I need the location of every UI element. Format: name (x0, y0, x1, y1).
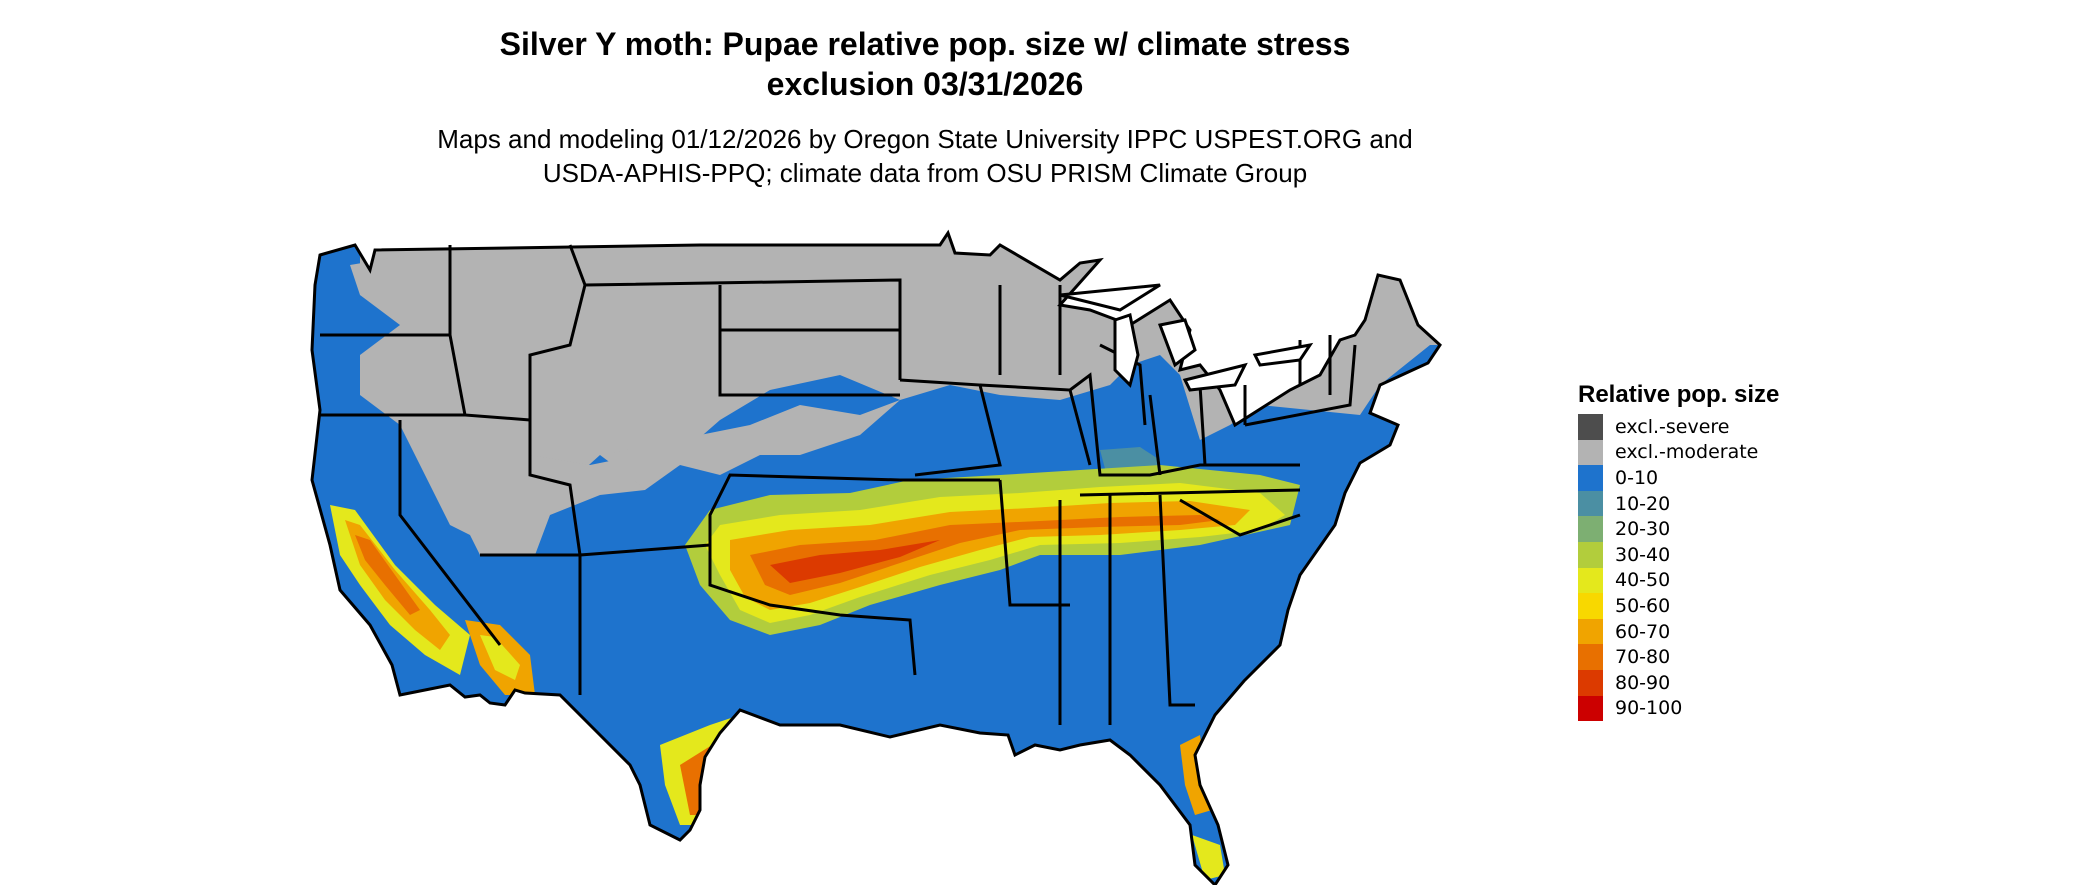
legend-item: 30-40 (1578, 541, 1779, 568)
legend-item: excl.-severe (1578, 414, 1779, 440)
map-title: Silver Y moth: Pupae relative pop. size … (0, 24, 1850, 104)
legend-swatch (1578, 567, 1603, 594)
legend-label: 20-30 (1615, 518, 1671, 541)
region-80-90 (770, 540, 940, 583)
legend-swatch (1578, 439, 1603, 466)
legend-title: Relative pop. size (1578, 381, 1780, 408)
legend-item: 70-80 (1578, 644, 1779, 670)
boundary-tn (1079, 488, 1301, 497)
legend-swatch (1578, 414, 1603, 440)
boundary-ut-co (528, 420, 901, 557)
legend-item: 10-20 (1578, 490, 1779, 517)
legend-label: 50-60 (1615, 594, 1671, 617)
map-subtitle: Maps and modeling 01/12/2026 by Oregon S… (0, 122, 1850, 190)
boundary-carolinas (1179, 498, 1301, 537)
legend-swatch (1578, 516, 1603, 542)
boundary-il-ky (1069, 372, 1300, 477)
region-excl-moderate-west (435, 345, 680, 555)
legend-label: 70-80 (1615, 646, 1671, 669)
great-lakes (1059, 283, 1314, 392)
region-arizona-edge (480, 635, 520, 680)
boundary-nv (398, 420, 502, 646)
legend-swatch (1578, 490, 1603, 517)
boundary-mn-wi-mi (998, 285, 1147, 426)
legend-item: 50-60 (1578, 593, 1779, 619)
legend-items: excl.-severe excl.-moderate 0-10 10-20 20-30… (1578, 414, 1779, 722)
legend-swatch (1578, 644, 1603, 670)
legend-item: 60-70 (1578, 618, 1779, 645)
legend: Relative pop. size excl.-severe excl.-mod… (1578, 380, 1780, 722)
lake-superior (1059, 283, 1161, 312)
region-60-70 (730, 501, 1250, 610)
boundary-ms-al-ga (1058, 494, 1195, 725)
legend-swatch (1578, 669, 1603, 696)
boundary-id-mt (448, 244, 587, 422)
legend-label: 0-10 (1615, 466, 1659, 489)
lake-ontario (1252, 342, 1314, 367)
legend-item: 20-30 (1578, 516, 1779, 542)
us-map (310, 231, 1442, 885)
subtitle-line-2: USDA-APHIS-PPQ; climate data from OSU PR… (542, 158, 1308, 188)
legend-label: 90-100 (1615, 697, 1683, 720)
region-excl-moderate-southwest (600, 400, 900, 485)
legend-label: 60-70 (1615, 620, 1671, 643)
boundary-ok-tx (708, 545, 917, 676)
lake-erie (1182, 362, 1248, 392)
boundary-mt (584, 278, 902, 380)
legend-item: excl.-moderate (1578, 439, 1779, 466)
state-boundaries (310, 231, 1442, 885)
legend-item: 90-100 (1578, 695, 1779, 722)
subtitle-line-1: Maps and modeling 01/12/2026 by Oregon S… (437, 124, 1413, 154)
legend-label: excl.-severe (1615, 415, 1730, 438)
legend-swatch (1578, 618, 1603, 645)
lake-huron (1157, 318, 1197, 368)
title-line-1: Silver Y moth: Pupae relative pop. size … (499, 26, 1351, 62)
title-line-2: exclusion 03/31/2026 (766, 66, 1084, 102)
region-florida-south (1192, 835, 1225, 880)
legend-label: 10-20 (1615, 492, 1671, 515)
boundary-ks-mo (899, 378, 1002, 482)
legend-item: 0-10 (1578, 465, 1779, 491)
legend-label: 80-90 (1615, 671, 1671, 694)
legend-item: 40-50 (1578, 567, 1779, 594)
legend-swatch (1578, 465, 1603, 491)
region-california-valley-hot (355, 535, 420, 615)
legend-label: 30-40 (1615, 543, 1671, 566)
boundary-nd-sd (718, 285, 900, 397)
legend-swatch (1578, 593, 1603, 619)
boundary-in-oh (1148, 384, 1247, 476)
legend-swatch (1578, 541, 1603, 568)
boundary-az-nm (480, 553, 582, 695)
legend-label: 40-50 (1615, 569, 1671, 592)
legend-item: 80-90 (1578, 669, 1779, 696)
lake-michigan (1113, 313, 1140, 388)
legend-swatch (1578, 695, 1603, 722)
legend-label: excl.-moderate (1615, 441, 1759, 464)
